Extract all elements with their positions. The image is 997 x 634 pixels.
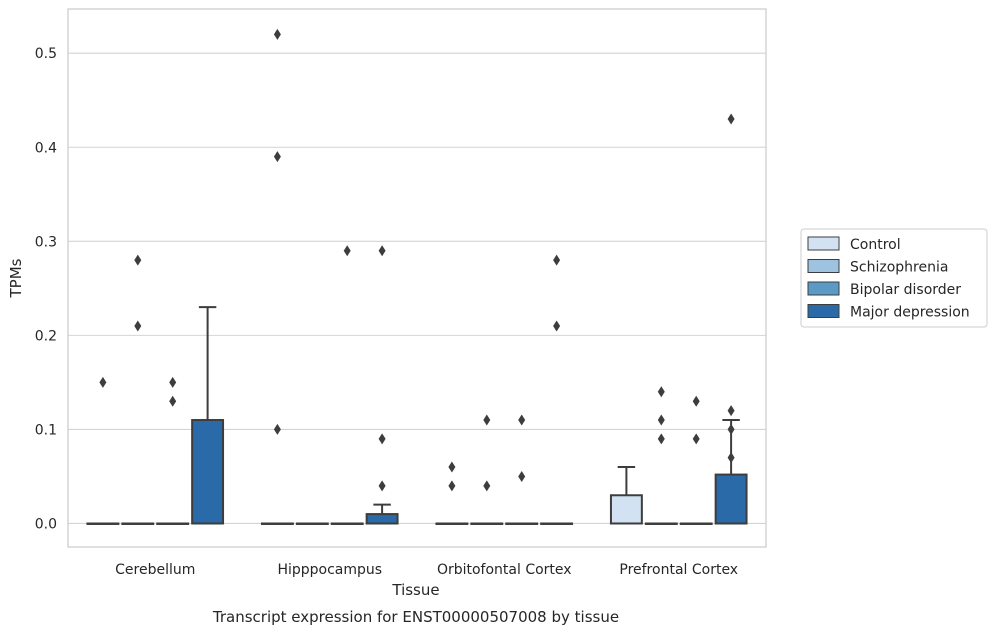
outlier-point [692, 395, 700, 407]
outlier-point [169, 376, 177, 388]
outlier-point [483, 480, 491, 492]
outlier-point [378, 480, 386, 492]
box-group [435, 461, 469, 525]
outlier-point [553, 254, 561, 266]
legend-label: Schizophrenia [850, 260, 948, 276]
outlier-point [169, 395, 177, 407]
box-rect [191, 419, 225, 525]
plot-area-frame [67, 8, 767, 548]
box-group [644, 386, 678, 525]
legend: Control Schizophrenia Bipolar disorder Majo… [800, 228, 988, 328]
x-axis-ticks: Cerebellum Hipppocampus Orbitofontal Corte… [115, 562, 738, 578]
outlier-point [727, 452, 735, 464]
outlier-point [657, 433, 665, 445]
box-group [86, 376, 120, 525]
box-group [714, 113, 748, 525]
x-tick-label: Orbitofontal Cortex [437, 562, 572, 578]
legend-swatch [807, 259, 840, 273]
y-tick-label: 0.0 [35, 516, 57, 532]
legend-label: Major depression [850, 305, 970, 321]
box-group [260, 28, 294, 525]
legend-swatch [807, 304, 840, 318]
x-tick-label: Prefrontal Cortex [619, 562, 738, 578]
box-rect [609, 494, 643, 525]
outlier-point [378, 245, 386, 257]
outlier-point [553, 320, 561, 332]
box-rect [365, 513, 399, 525]
y-tick-label: 0.3 [35, 234, 57, 250]
legend-label: Bipolar disorder [850, 282, 961, 298]
x-tick-label: Hipppocampus [277, 562, 382, 578]
y-axis-ticks: 0.0 0.1 0.2 0.3 0.4 0.5 [35, 46, 57, 532]
outlier-point [448, 461, 456, 473]
legend-label: Control [850, 237, 901, 253]
box-group [679, 395, 713, 525]
y-tick-label: 0.4 [35, 140, 57, 156]
boxes [86, 28, 748, 525]
outlier-point [657, 386, 665, 398]
outlier-point [448, 480, 456, 492]
box-group [365, 245, 399, 525]
outlier-point [343, 245, 351, 257]
outlier-point [727, 423, 735, 435]
outlier-point [657, 414, 665, 426]
outlier-point [273, 151, 281, 163]
outlier-point [273, 28, 281, 40]
figure-caption: Transcript expression for ENST0000050700… [212, 608, 619, 626]
legend-swatch [807, 236, 840, 251]
outlier-point [134, 254, 142, 266]
outlier-point [518, 470, 526, 482]
box-group [330, 245, 364, 525]
box-group [609, 466, 643, 525]
y-axis-title: TPMs [7, 258, 25, 298]
y-tick-label: 0.2 [35, 328, 57, 344]
y-tick-label: 0.5 [35, 46, 57, 62]
x-axis-title: Tissue [391, 581, 439, 599]
box-group [156, 376, 190, 525]
x-tick-label: Cerebellum [115, 562, 195, 578]
box-group [470, 414, 504, 525]
box-group [505, 414, 539, 525]
outlier-point [727, 405, 735, 417]
outlier-point [692, 433, 700, 445]
outlier-point [134, 320, 142, 332]
box-group [540, 254, 574, 525]
y-tick-label: 0.1 [35, 422, 57, 438]
box-rect [714, 473, 748, 525]
legend-frame [800, 228, 988, 328]
legend-swatch [807, 281, 840, 296]
outlier-point [518, 414, 526, 426]
box-group [121, 254, 155, 525]
outlier-point [273, 423, 281, 435]
gridlines [68, 52, 766, 525]
outlier-point [727, 113, 735, 125]
box-group [295, 522, 329, 525]
outlier-point [483, 414, 491, 426]
box-group [191, 306, 225, 525]
outlier-point [378, 433, 386, 445]
outlier-point [99, 376, 107, 388]
